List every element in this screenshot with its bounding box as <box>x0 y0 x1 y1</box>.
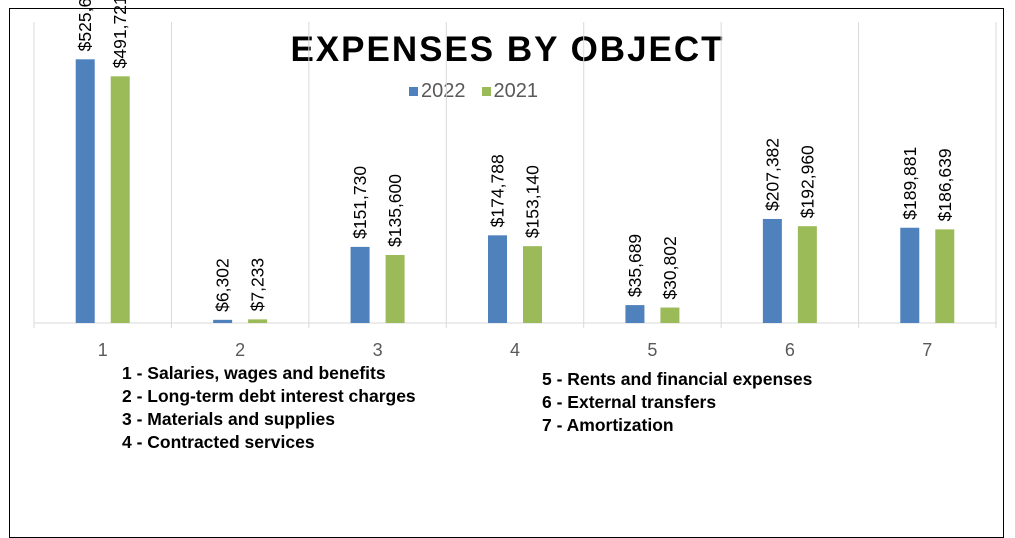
bar-2021-5 <box>660 307 680 323</box>
bar-2022-2 <box>213 319 233 323</box>
bar-2021-4 <box>523 246 542 323</box>
legend-item-2022: 2022 <box>409 80 466 103</box>
data-label-2021-1: $491,721 <box>110 0 130 68</box>
data-label-2021-2: $7,233 <box>248 258 268 312</box>
data-label-2021-5: $30,802 <box>660 236 680 299</box>
data-label-2022-2: $6,302 <box>213 258 233 312</box>
data-label-2021-4: $153,140 <box>523 165 543 238</box>
legend-label-2022: 2022 <box>421 80 466 102</box>
category-note: 1 - Salaries, wages and benefits <box>122 363 386 383</box>
tick-label-layer: 1 2 3 4 5 6 7 <box>98 340 933 360</box>
legend-label-2021: 2021 <box>493 80 539 102</box>
category-note: 5 - Rents and financial expenses <box>542 369 813 389</box>
x-tick-label-5: 5 <box>647 340 657 360</box>
bar-2022-1 <box>75 59 95 323</box>
bar-2021-1 <box>110 76 130 323</box>
legend-swatch-2021 <box>481 87 491 96</box>
chart-legend: 2022 2021 <box>409 80 554 103</box>
data-label-2022-4: $174,788 <box>488 154 508 227</box>
category-note: 6 - External transfers <box>542 392 717 412</box>
data-label-2022-5: $35,689 <box>625 234 645 297</box>
legend-swatch-2022 <box>409 87 418 96</box>
axis-layer <box>33 22 997 328</box>
category-legend-right: 5 - Rents and financial expenses 6 - Ext… <box>542 368 812 437</box>
x-tick-label-2: 2 <box>235 340 245 360</box>
bar-2021-7 <box>935 229 955 323</box>
x-tick-label-3: 3 <box>373 340 383 360</box>
x-tick-label-1: 1 <box>98 340 108 360</box>
bar-2022-7 <box>900 227 920 323</box>
data-label-2022-6: $207,382 <box>762 138 782 211</box>
data-label-2021-6: $192,960 <box>797 145 817 218</box>
bar-layer <box>75 59 955 323</box>
x-tick-label-6: 6 <box>785 340 795 360</box>
category-note: 4 - Contracted services <box>122 432 315 452</box>
bar-2022-5 <box>625 305 645 323</box>
bar-2022-6 <box>762 218 782 323</box>
x-tick-label-4: 4 <box>510 340 520 360</box>
data-label-2021-7: $186,639 <box>935 148 955 221</box>
data-label-layer: $525,630 $491,721 $6,302 $7,233 $151,730 $135… <box>75 0 955 312</box>
bar-2022-3 <box>350 246 370 323</box>
bar-chart-plot: $525,630 $491,721 $6,302 $7,233 $151,730 $135… <box>33 0 997 360</box>
bar-2021-3 <box>385 254 405 323</box>
category-note: 2 - Long-term debt interest charges <box>122 386 416 406</box>
bar-2021-2 <box>248 319 268 323</box>
data-label-2022-3: $151,730 <box>350 166 370 239</box>
legend-item-2021: 2021 <box>481 80 539 103</box>
bar-2021-6 <box>797 226 817 323</box>
category-legend-left: 1 - Salaries, wages and benefits 2 - Lon… <box>122 362 416 454</box>
category-note: 3 - Materials and supplies <box>122 409 335 429</box>
bar-2022-4 <box>488 235 507 323</box>
x-tick-label-7: 7 <box>922 340 932 360</box>
data-label-2021-3: $135,600 <box>385 174 405 247</box>
data-label-2022-7: $189,881 <box>900 147 920 220</box>
chart-title: EXPENSES BY OBJECT <box>290 30 725 69</box>
category-note: 7 - Amortization <box>542 415 674 435</box>
data-label-2022-1: $525,630 <box>75 0 95 51</box>
